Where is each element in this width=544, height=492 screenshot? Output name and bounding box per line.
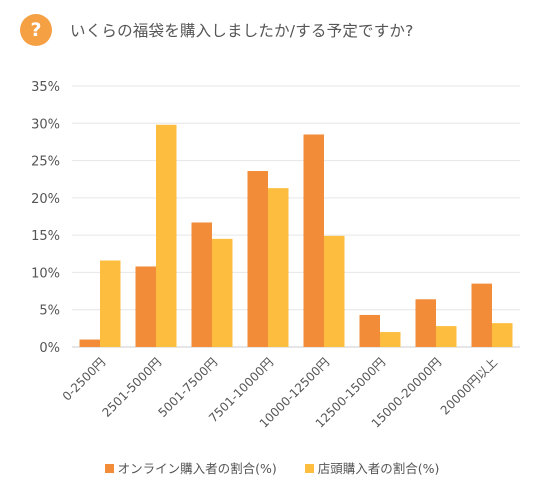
bar-online <box>359 314 380 347</box>
bar-online <box>135 266 156 347</box>
chart-header: ? いくらの福袋を購入しましたか/する予定ですか? <box>20 14 530 46</box>
y-tick-label: 10% <box>31 266 60 281</box>
bar-store <box>492 323 513 347</box>
bar-online <box>303 134 324 347</box>
bar-online <box>247 171 268 347</box>
legend-item-store: 店頭購入者の割合(%) <box>304 458 440 477</box>
chart-title: いくらの福袋を購入しましたか/する予定ですか? <box>70 22 414 40</box>
legend-swatch-store <box>304 464 314 473</box>
legend-label-store: 店頭購入者の割合(%) <box>317 461 440 476</box>
bar-store <box>324 235 345 347</box>
legend-label-online: オンライン購入者の割合(%) <box>117 461 277 476</box>
bar-online <box>79 339 100 347</box>
bar-store <box>212 238 233 347</box>
y-tick-label: 15% <box>31 229 60 244</box>
bar-store <box>380 332 401 347</box>
bar-store <box>156 124 177 347</box>
y-tick-label: 0% <box>39 341 60 356</box>
bar-store <box>268 188 289 347</box>
bar-store <box>436 326 457 347</box>
x-tick-label: 20000円以上 <box>438 355 500 417</box>
y-tick-label: 30% <box>31 117 60 132</box>
bar-online <box>415 299 436 347</box>
y-tick-label: 5% <box>39 304 60 319</box>
legend-item-online: オンライン購入者の割合(%) <box>104 458 277 477</box>
legend: オンライン購入者の割合(%) 店頭購入者の割合(%) <box>0 458 544 477</box>
y-tick-label: 35% <box>31 80 60 95</box>
legend-swatch-online <box>104 464 114 473</box>
bar-online <box>471 283 492 347</box>
bar-online <box>191 222 212 347</box>
y-tick-label: 25% <box>31 155 60 170</box>
question-icon: ? <box>20 14 52 46</box>
bar-store <box>100 260 121 347</box>
x-tick-label: 0-2500円 <box>60 355 108 403</box>
y-tick-label: 20% <box>31 192 60 207</box>
